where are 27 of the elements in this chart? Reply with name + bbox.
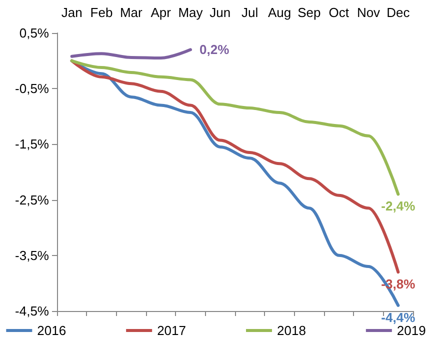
y-tick-label: -3,5% — [15, 248, 50, 263]
x-tick-label: Apr — [150, 5, 172, 20]
y-tick-label: -1,5% — [15, 136, 50, 152]
y-tick-label: -4,5% — [15, 304, 50, 318]
legend-label: 2019 — [396, 323, 426, 338]
x-tick-label: May — [178, 5, 204, 20]
x-tick-label: Jul — [242, 5, 258, 20]
data-label: 0,2% — [200, 42, 230, 58]
x-tick-label: Dec — [386, 5, 410, 20]
data-label: -4,4% — [381, 310, 416, 325]
x-tick-label: Jan — [61, 5, 82, 20]
y-tick-label: -0,5% — [15, 81, 50, 96]
x-tick-label: Oct — [328, 5, 350, 20]
line-series — [70, 48, 192, 60]
legend-label: 2016 — [37, 323, 66, 338]
x-tick-label: Nov — [356, 5, 381, 20]
y-tick-label: 0,5% — [19, 26, 50, 40]
x-tick-label: Feb — [90, 5, 113, 20]
x-tick-label: Mar — [120, 5, 144, 20]
x-tick-label: Jun — [210, 5, 231, 20]
x-tick-label: Aug — [268, 5, 292, 20]
y-tick-label: -2,5% — [15, 192, 50, 208]
data-label: -2,4% — [381, 198, 416, 214]
line-series — [70, 59, 400, 196]
legend-label: 2018 — [277, 323, 306, 338]
x-tick-label: Sep — [298, 5, 321, 20]
legend-label: 2017 — [157, 323, 186, 338]
